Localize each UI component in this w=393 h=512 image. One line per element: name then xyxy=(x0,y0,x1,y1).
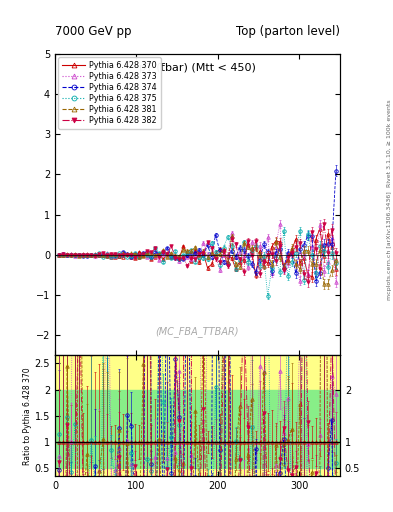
Pythia 6.428 381 xyxy=(229,233,234,240)
Pythia 6.428 375 xyxy=(209,240,214,246)
Text: 7000 GeV pp: 7000 GeV pp xyxy=(55,26,132,38)
Pythia 6.428 375 xyxy=(334,260,338,266)
Line: Pythia 6.428 374: Pythia 6.428 374 xyxy=(57,169,338,283)
Pythia 6.428 382 xyxy=(305,279,310,285)
Pythia 6.428 381 xyxy=(173,253,178,259)
Pythia 6.428 374 xyxy=(314,278,318,284)
Pythia 6.428 381 xyxy=(93,252,97,259)
Pythia 6.428 375 xyxy=(173,248,178,254)
Pythia 6.428 373 xyxy=(121,250,126,257)
Pythia 6.428 373 xyxy=(209,250,214,256)
Pythia 6.428 375 xyxy=(121,252,126,258)
Text: Top (parton level): Top (parton level) xyxy=(236,26,340,38)
Pythia 6.428 375 xyxy=(141,251,146,258)
Pythia 6.428 374 xyxy=(289,251,294,257)
Pythia 6.428 375 xyxy=(301,276,306,283)
Pythia 6.428 374 xyxy=(294,270,298,276)
Pythia 6.428 370 xyxy=(173,253,178,259)
Pythia 6.428 382 xyxy=(321,221,326,227)
Line: Pythia 6.428 381: Pythia 6.428 381 xyxy=(57,234,338,286)
Pythia 6.428 373 xyxy=(57,252,61,258)
Pythia 6.428 374 xyxy=(57,252,61,258)
Text: (MC_FBA_TTBAR): (MC_FBA_TTBAR) xyxy=(156,326,239,337)
Pythia 6.428 382 xyxy=(141,250,146,257)
Y-axis label: Ratio to Pythia 6.428 370: Ratio to Pythia 6.428 370 xyxy=(23,367,32,464)
Pythia 6.428 370 xyxy=(121,253,126,260)
Pythia 6.428 374 xyxy=(334,168,338,174)
Pythia 6.428 375 xyxy=(265,293,270,299)
Line: Pythia 6.428 375: Pythia 6.428 375 xyxy=(57,229,338,297)
Text: Rivet 3.1.10, ≥ 100k events: Rivet 3.1.10, ≥ 100k events xyxy=(387,99,392,187)
Line: Pythia 6.428 382: Pythia 6.428 382 xyxy=(57,222,338,284)
Pythia 6.428 374 xyxy=(209,253,214,260)
Pythia 6.428 370 xyxy=(57,252,61,258)
Text: pT (t̅bar) (Mtt < 450): pT (t̅bar) (Mtt < 450) xyxy=(139,63,256,73)
Pythia 6.428 370 xyxy=(93,251,97,258)
Pythia 6.428 374 xyxy=(93,251,97,258)
Pythia 6.428 373 xyxy=(277,221,282,227)
Pythia 6.428 381 xyxy=(325,281,330,287)
Pythia 6.428 370 xyxy=(309,274,314,280)
Pythia 6.428 370 xyxy=(209,261,214,267)
Pythia 6.428 370 xyxy=(334,266,338,272)
Pythia 6.428 381 xyxy=(121,250,126,257)
Pythia 6.428 381 xyxy=(141,253,146,260)
Pythia 6.428 373 xyxy=(141,249,146,255)
Pythia 6.428 381 xyxy=(57,252,61,258)
Pythia 6.428 370 xyxy=(141,252,146,259)
Pythia 6.428 382 xyxy=(294,244,298,250)
Pythia 6.428 381 xyxy=(209,249,214,255)
Pythia 6.428 373 xyxy=(93,253,97,260)
Pythia 6.428 373 xyxy=(294,260,298,266)
Pythia 6.428 373 xyxy=(334,279,338,285)
Pythia 6.428 382 xyxy=(57,252,61,258)
Pythia 6.428 375 xyxy=(93,252,97,258)
Pythia 6.428 382 xyxy=(334,250,338,257)
Legend: Pythia 6.428 370, Pythia 6.428 373, Pythia 6.428 374, Pythia 6.428 375, Pythia 6: Pythia 6.428 370, Pythia 6.428 373, Pyth… xyxy=(58,57,161,129)
Pythia 6.428 370 xyxy=(318,225,322,231)
Text: mcplots.cern.ch [arXiv:1306.3436]: mcplots.cern.ch [arXiv:1306.3436] xyxy=(387,191,392,300)
Bar xyxy=(55,390,340,468)
Pythia 6.428 382 xyxy=(209,245,214,251)
Pythia 6.428 381 xyxy=(298,266,302,272)
Pythia 6.428 370 xyxy=(294,236,298,242)
Pythia 6.428 382 xyxy=(121,251,126,258)
Pythia 6.428 374 xyxy=(141,250,146,256)
Line: Pythia 6.428 373: Pythia 6.428 373 xyxy=(57,222,338,284)
Pythia 6.428 381 xyxy=(334,257,338,263)
Pythia 6.428 374 xyxy=(121,249,126,255)
Pythia 6.428 373 xyxy=(298,278,302,284)
Pythia 6.428 375 xyxy=(298,228,302,234)
Pythia 6.428 375 xyxy=(57,251,61,258)
Bar xyxy=(55,355,340,476)
Pythia 6.428 382 xyxy=(173,255,178,262)
Line: Pythia 6.428 370: Pythia 6.428 370 xyxy=(57,227,338,279)
Pythia 6.428 382 xyxy=(93,252,97,259)
